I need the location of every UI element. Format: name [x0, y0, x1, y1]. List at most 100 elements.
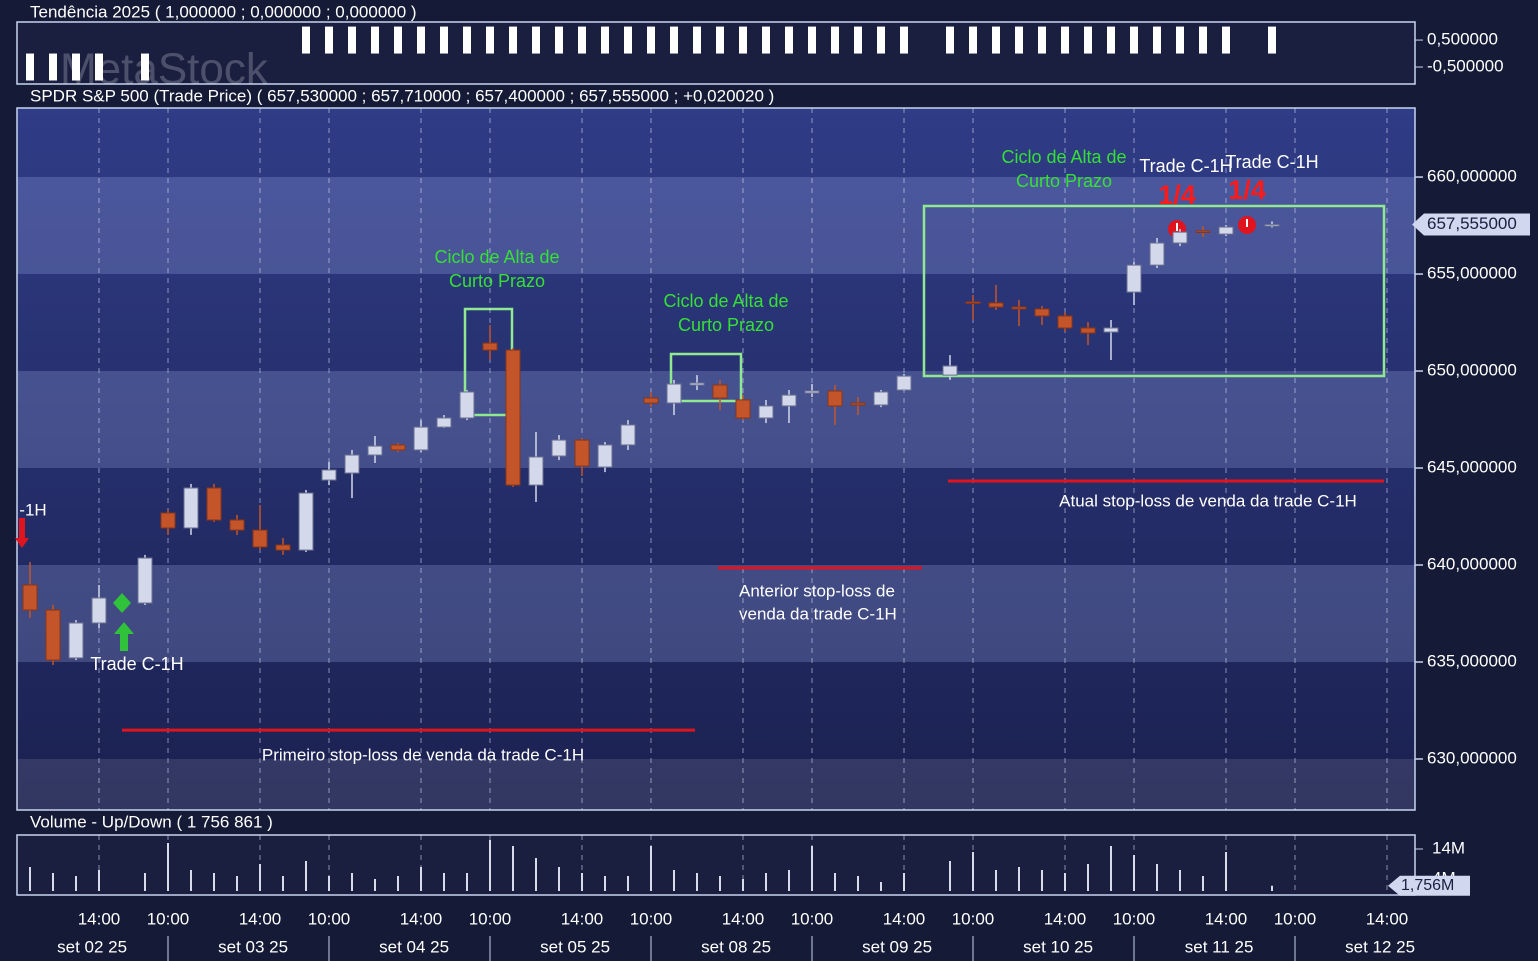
- date-label: set 03 25: [218, 937, 288, 956]
- trend-bar: [302, 26, 310, 54]
- volume-bar: [190, 870, 192, 891]
- volume-bar: [1225, 852, 1227, 891]
- trend-bar: [1084, 26, 1092, 54]
- trend-bar: [624, 26, 632, 54]
- x-tick-label: 10:00: [630, 909, 673, 928]
- candle-body: [321, 469, 337, 481]
- volume-bar: [1156, 864, 1158, 891]
- sell-arrow: [15, 518, 29, 548]
- trend-bar: [785, 26, 793, 54]
- candle-body: [22, 584, 38, 611]
- candle-body: [551, 439, 567, 457]
- y-tick-label: 640,000000: [1427, 554, 1517, 573]
- candle-body: [804, 390, 820, 394]
- volume-bar: [1018, 867, 1020, 891]
- volume-bar: [144, 873, 146, 891]
- stop-level-label: Primeiro stop-loss de venda da trade C-1…: [262, 745, 584, 764]
- last-price-box: [1412, 213, 1530, 236]
- trend-bar: [1222, 26, 1230, 54]
- candle-body: [1195, 230, 1211, 233]
- candle-body: [1218, 226, 1234, 235]
- candle-body: [206, 487, 222, 521]
- buy-signal: [113, 593, 131, 613]
- y-tick-label: 630,000000: [1427, 748, 1517, 767]
- trend-bar: [509, 26, 517, 54]
- candle-body: [1034, 308, 1050, 317]
- candle-body: [620, 424, 636, 446]
- date-label: set 11 25: [1185, 937, 1254, 956]
- volume-bar: [558, 867, 560, 891]
- trend-bar: [1153, 26, 1161, 54]
- volume-bar: [742, 879, 744, 891]
- candle-body: [689, 382, 705, 386]
- volume-bar: [1041, 870, 1043, 891]
- candle-body: [1103, 327, 1119, 333]
- volume-last-box: [1388, 875, 1470, 896]
- candle-body: [367, 445, 383, 456]
- y-tick-label: -0,500000: [1427, 57, 1504, 76]
- x-tick-label: 14:00: [1366, 909, 1409, 928]
- trend-bar: [900, 26, 908, 54]
- volume-bar: [903, 873, 905, 891]
- candle-body: [183, 487, 199, 529]
- candle-body: [1264, 223, 1280, 227]
- annotation: -1H: [19, 500, 46, 519]
- trend-bar: [325, 26, 333, 54]
- candle-body: [137, 557, 153, 604]
- x-tick-label: 14:00: [78, 909, 121, 928]
- volume-bar: [811, 846, 813, 891]
- candle-body: [459, 391, 475, 419]
- trend-bar: [601, 26, 609, 54]
- candle-body: [344, 454, 360, 474]
- volume-bar: [305, 861, 307, 891]
- volume-title: Volume - Up/Down ( 1 756 861 ): [30, 812, 273, 831]
- volume-bar: [857, 876, 859, 891]
- annotation: Curto Prazo: [1016, 171, 1112, 191]
- trend-bar: [1176, 26, 1184, 54]
- x-tick-label: 10:00: [1274, 909, 1317, 928]
- volume-bar: [52, 873, 54, 891]
- stop-level-label: Anterior stop-loss de: [739, 581, 895, 600]
- candle-body: [160, 512, 176, 529]
- volume-bar: [466, 873, 468, 891]
- y-tick-label: 645,000000: [1427, 458, 1517, 477]
- stop-level-label: Atual stop-loss de venda da trade C-1H: [1059, 491, 1357, 510]
- trend-bar: [417, 26, 425, 54]
- x-tick-label: 14:00: [561, 909, 604, 928]
- volume-bar: [75, 876, 77, 891]
- volume-bar: [351, 873, 353, 891]
- volume-bar: [489, 840, 491, 891]
- volume-bar: [29, 867, 31, 891]
- x-tick-label: 10:00: [469, 909, 512, 928]
- cycle-box: [669, 352, 743, 403]
- candle-body: [850, 402, 866, 406]
- volume-bar: [512, 846, 514, 891]
- last-price-label: 657,555000: [1427, 214, 1517, 233]
- trend-bar: [95, 53, 103, 81]
- date-label: set 04 25: [379, 937, 449, 956]
- trend-bar: [831, 26, 839, 54]
- date-label: set 08 25: [701, 937, 771, 956]
- trend-bar: [532, 26, 540, 54]
- volume-bar: [880, 882, 882, 891]
- date-label: set 05 25: [540, 937, 610, 956]
- x-tick-label: 14:00: [400, 909, 443, 928]
- candle-body: [1057, 315, 1073, 329]
- annotation: Curto Prazo: [449, 271, 545, 291]
- volume-bar: [213, 873, 215, 891]
- date-label: set 10 25: [1023, 937, 1093, 956]
- trend-bar: [394, 26, 402, 54]
- x-tick-label: 10:00: [308, 909, 351, 928]
- x-tick-label: 10:00: [1113, 909, 1156, 928]
- annotation: Ciclo de Alta de: [1001, 147, 1126, 167]
- trend-bar: [371, 26, 379, 54]
- volume-bar: [98, 870, 100, 891]
- band: [17, 177, 1415, 275]
- volume-bar: [834, 873, 836, 891]
- volume-bar: [1271, 885, 1273, 891]
- annotation: Trade C-1H: [1139, 156, 1232, 176]
- volume-bar: [535, 858, 537, 891]
- candle-body: [68, 622, 84, 659]
- candle-body: [1080, 327, 1096, 334]
- trend-bar: [1107, 26, 1115, 54]
